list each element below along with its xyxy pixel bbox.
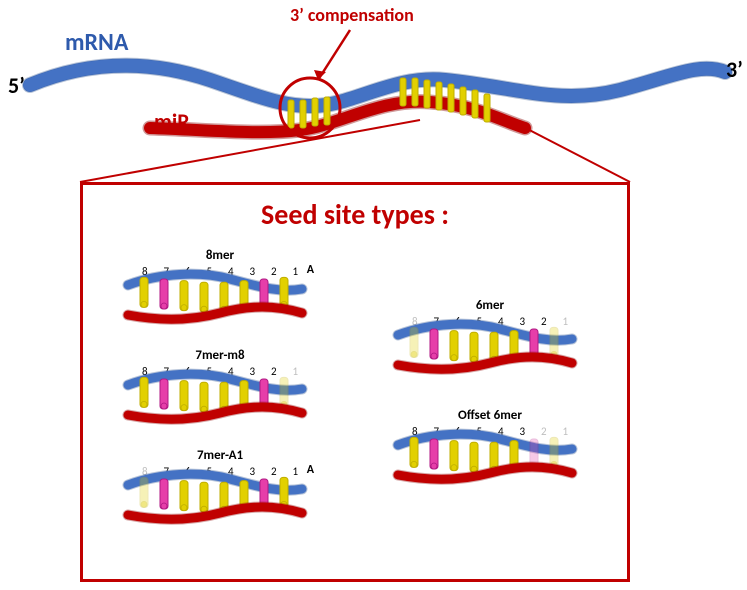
seed-8mer: 8mer A87654321 [120,248,320,278]
seed-title: 7mer-A1 [120,448,320,463]
seed-7mer-m8: 7mer-m8 87654321 [120,348,320,378]
seed-svg [120,365,310,427]
seed-svg [120,465,310,527]
seed-svg [120,265,310,327]
seed-7mer-a1: 7mer-A1 A87654321 [120,448,320,478]
seed-svg [390,425,580,487]
panel-title: Seed site types : [83,197,627,232]
seed-offset-6mer: Offset 6mer 87654321 [390,408,590,438]
three-prime-label: 3’ [726,56,743,83]
five-prime-label: 5’ [8,72,25,99]
seed-title: 6mer [390,298,590,313]
compensation-label: 3’ compensation [290,4,414,26]
seed-title: 8mer [120,248,320,263]
a-label: A [307,263,314,277]
seed-title: Offset 6mer [390,408,590,423]
seed-svg [390,315,580,377]
mrna-label: mRNA [65,28,128,57]
seed-title: 7mer-m8 [120,348,320,363]
mir-label: miR [154,108,190,135]
zoom-line-right [510,120,630,182]
seed-6mer: 6mer 87654321 [390,298,590,328]
a-label: A [307,463,314,477]
